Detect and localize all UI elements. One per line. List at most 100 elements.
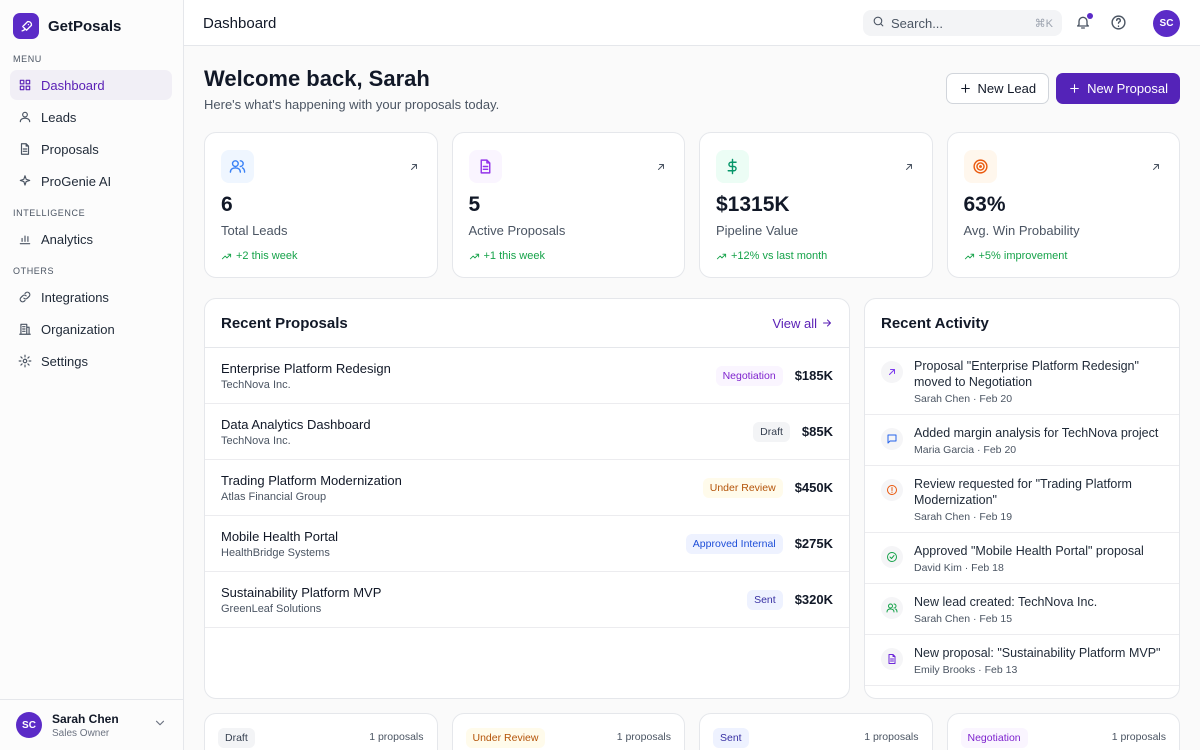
avatar[interactable]: SC [1153, 10, 1180, 37]
search-icon [872, 15, 885, 31]
stat-icon [221, 150, 254, 183]
stat-label: Total Leads [221, 223, 288, 238]
user-role: Sales Owner [52, 727, 110, 739]
user-menu[interactable]: SC Sarah Chen Sales Owner [0, 699, 183, 750]
link-text: View all [772, 315, 817, 331]
activity-list: Proposal "Enterprise Platform Redesign" … [865, 348, 1179, 686]
stat-value: 6 [221, 193, 233, 216]
search-placeholder: Search... [891, 15, 944, 31]
activity-body: Review requested for "Trading Platform M… [914, 476, 1163, 523]
proposal-count: 1 proposals [864, 731, 919, 743]
icon [887, 485, 897, 495]
stat-card[interactable]: 63% Avg. Win Probability +5% improvement [946, 132, 1180, 278]
activity-item: New proposal: "Sustainability Platform M… [865, 635, 1179, 686]
stat-card[interactable]: $1315K Pipeline Value +12% vs last month [699, 132, 933, 278]
activity-item: Review requested for "Trading Platform M… [865, 466, 1179, 533]
nav-label: Proposals [41, 141, 99, 157]
nav-item[interactable]: ProGenie AI [10, 166, 172, 196]
icon-path [823, 319, 831, 327]
icon [19, 79, 31, 91]
proposal-client: HealthBridge Systems [221, 546, 330, 559]
pipeline-card[interactable]: Negotiation 1 proposals [946, 713, 1180, 750]
status-badge: Sent [713, 728, 749, 748]
nav-item[interactable]: Dashboard [10, 70, 172, 100]
proposal-amount: $85K [801, 424, 833, 439]
proposal-row[interactable]: Sustainability Platform MVP GreenLeaf Sol… [205, 572, 849, 628]
icon [19, 111, 31, 123]
icon [1153, 164, 1159, 170]
recent-proposals: Recent Proposals View all Enterprise Plat… [204, 298, 850, 699]
status-badge: Under Review [702, 477, 783, 498]
activity-body: New lead created: TechNova Inc. Sarah Che… [914, 594, 1097, 625]
nav-item[interactable]: Analytics [10, 224, 172, 254]
activity-text: Review requested for "Trading Platform M… [914, 477, 1132, 507]
proposal-client: GreenLeaf Solutions [221, 602, 322, 615]
stat-card[interactable]: 5 Active Proposals +1 this week [451, 132, 685, 278]
button[interactable]: New Proposal [1056, 73, 1180, 104]
icon [727, 158, 737, 175]
icon-path [905, 164, 912, 170]
stat-icon [468, 150, 502, 183]
nav-item[interactable]: Settings [10, 346, 172, 376]
page-title: Dashboard [203, 15, 277, 32]
topbar: Dashboard Search... ⌘K SC [184, 0, 1200, 46]
sidebar: GetPosals MENU Dashboard Leads Proposals Pro… [0, 0, 184, 750]
pipeline-card[interactable]: Sent 1 proposals [699, 713, 933, 750]
open-arrow [903, 160, 915, 178]
icon [887, 552, 897, 562]
help[interactable] [1110, 14, 1127, 36]
nav-item[interactable]: Proposals [10, 134, 172, 164]
nav-item[interactable]: Organization [10, 314, 172, 344]
nav-item[interactable]: Leads [10, 102, 172, 132]
brand[interactable]: GetPosals [13, 13, 121, 39]
status-badge: Draft [218, 728, 255, 748]
icon-path [658, 164, 664, 170]
proposal-name: Sustainability Platform MVP [221, 584, 382, 600]
stat-change: +12% vs last month [716, 250, 916, 262]
icon-path [716, 253, 727, 259]
activity-icon [881, 361, 903, 383]
proposal-row[interactable]: Trading Platform Modernization Atlas Fina… [205, 460, 849, 516]
proposal-name: Data Analytics Dashboard [221, 416, 371, 432]
icon-path [886, 603, 898, 613]
icon-path [887, 434, 897, 444]
activity-text: Added margin analysis for TechNova proje… [914, 426, 1159, 440]
notifications[interactable] [1075, 14, 1091, 35]
stat-card[interactable]: 6 Total Leads +2 this week [204, 132, 438, 278]
icon-path [1070, 84, 1079, 93]
card-header: Recent Activity [865, 299, 1179, 348]
icon-path [20, 143, 30, 155]
user-name: Sarah Chen [52, 711, 119, 726]
icon [480, 159, 490, 174]
pipeline-card[interactable]: Draft 1 proposals [204, 713, 438, 750]
change-text: +2 this week [236, 250, 298, 262]
icon [410, 164, 417, 170]
pipeline-card[interactable]: Under Review 1 proposals [451, 713, 685, 750]
activity-icon [881, 648, 903, 670]
nav-item[interactable]: Integrations [10, 282, 172, 312]
proposal-amount: $185K [794, 368, 833, 383]
proposal-row[interactable]: Mobile Health Portal HealthBridge Systems… [205, 516, 849, 572]
icon-path [480, 159, 490, 174]
proposal-name: Enterprise Platform Redesign [221, 360, 391, 376]
status-badge: Negotiation [715, 365, 783, 386]
status-badge: Sent [747, 589, 783, 610]
nav-label: Organization [41, 321, 115, 337]
view-all[interactable]: View all [772, 316, 833, 331]
user-avatar: SC [16, 712, 42, 738]
icon [888, 654, 896, 664]
search[interactable]: Search... ⌘K [863, 10, 1062, 36]
change-text: +1 this week [483, 250, 545, 262]
icon [19, 235, 31, 245]
proposal-row[interactable]: Enterprise Platform Redesign TechNova Inc… [205, 348, 849, 404]
proposal-row[interactable]: Data Analytics Dashboard TechNova Inc. Dra… [205, 404, 849, 460]
icon-path [221, 253, 232, 259]
activity-item: Proposal "Enterprise Platform Redesign" … [865, 348, 1179, 415]
shortcut: ⌘K [1034, 17, 1053, 30]
icon-path [18, 354, 32, 368]
nav-label: Integrations [41, 289, 109, 305]
stat-change: +2 this week [221, 250, 421, 262]
button[interactable]: New Lead [945, 73, 1050, 104]
activity-body: Approved "Mobile Health Portal" proposal… [914, 543, 1144, 574]
